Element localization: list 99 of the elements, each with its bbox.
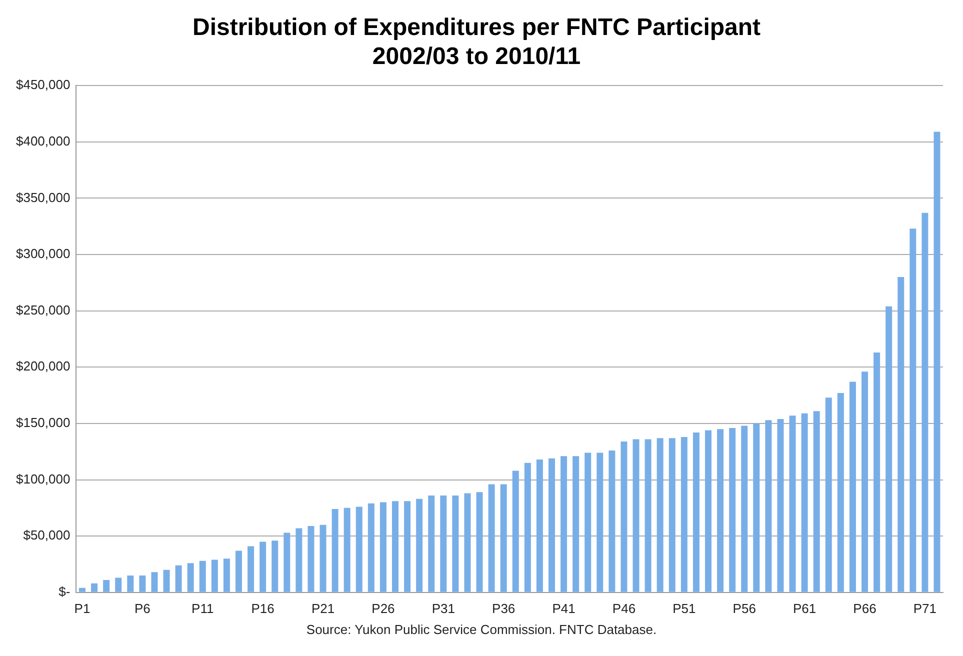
bar [103,580,110,592]
bar [428,496,435,592]
bar [536,460,543,592]
bar [922,212,928,592]
bar [886,306,892,592]
bar [801,413,808,592]
bar [356,506,362,592]
bar [91,583,98,592]
bar [308,526,314,592]
bar [572,456,580,592]
bar [934,132,940,592]
bar [910,228,916,592]
x-tick-label: P71 [913,600,937,616]
y-tick-label: $450,000 [16,77,70,92]
bar [898,277,904,592]
bar [404,501,411,592]
bar [692,432,700,592]
bar [608,450,616,592]
bar [248,546,254,592]
bar [777,418,784,592]
x-tick-label: P51 [672,600,696,616]
x-tick-label: P66 [853,600,876,616]
bar [837,393,844,592]
bar [874,352,880,592]
source-note: Source: Yukon Public Service Commission. FNTC Database. [305,622,658,637]
bar [512,470,519,592]
bar [729,428,736,592]
x-tick-label: P41 [552,600,576,616]
bar [235,550,242,592]
bar [368,503,374,592]
bar [78,588,86,592]
bar [741,426,748,592]
x-tick-label: P46 [612,600,636,616]
bar [584,452,592,592]
bar [344,508,350,592]
bar [620,441,628,592]
bar [115,578,122,592]
bar [717,429,724,592]
bar [452,496,459,592]
bar [560,456,568,592]
x-tick-label: P36 [492,600,516,616]
bar [813,411,820,592]
bar [862,372,868,592]
bar [476,492,483,592]
bar [127,576,134,592]
bar [488,484,495,592]
bar [753,423,760,592]
bar [380,502,386,592]
bar [765,420,772,592]
y-tick-label: $100,000 [16,471,70,486]
bar [464,493,471,592]
bar [596,452,604,592]
x-tick-label: P6 [134,600,150,616]
bar [500,484,507,592]
x-tick-label: P21 [311,600,335,616]
y-tick-label: $150,000 [16,415,70,430]
y-tick-label: $250,000 [16,302,70,318]
x-tick-label: P31 [432,600,455,616]
bar [211,560,218,592]
bar [175,565,182,592]
bar [849,382,856,592]
x-tick-label: P16 [251,600,274,616]
bar [199,560,206,592]
bar [656,438,664,592]
bar [139,576,146,592]
chart-title: Distribution of Expenditures per FNTC Participant 2002/03 to 2010/11 [192,14,761,70]
y-tick-label: $400,000 [16,133,70,148]
bar [296,528,302,592]
bar [187,563,194,592]
bar [320,524,326,592]
bar [825,398,832,592]
bar [392,501,398,592]
bar [440,496,447,592]
bar [223,558,230,592]
bar [272,540,278,592]
x-tick-label: P11 [192,600,214,616]
y-tick-label: $200,000 [16,358,70,374]
bar [260,542,266,592]
bar [789,416,796,592]
bar [548,458,555,592]
bar [644,439,652,592]
y-tick-label: $300,000 [16,246,70,262]
bar [151,572,158,592]
x-tick-label: P26 [372,600,395,616]
bar [704,430,712,592]
bar [284,532,290,592]
bar [163,570,170,592]
bar [524,462,531,592]
bar [332,509,338,592]
bar [416,498,423,592]
y-tick-label: $- [58,584,70,599]
y-tick-label: $50,000 [23,528,70,543]
y-tick-label: $350,000 [16,190,70,205]
x-tick-label: P56 [732,600,756,616]
bar [680,436,688,592]
x-tick-label: P61 [792,600,816,616]
bar [668,438,676,592]
x-tick-label: P1 [74,600,90,616]
bar [632,439,640,592]
